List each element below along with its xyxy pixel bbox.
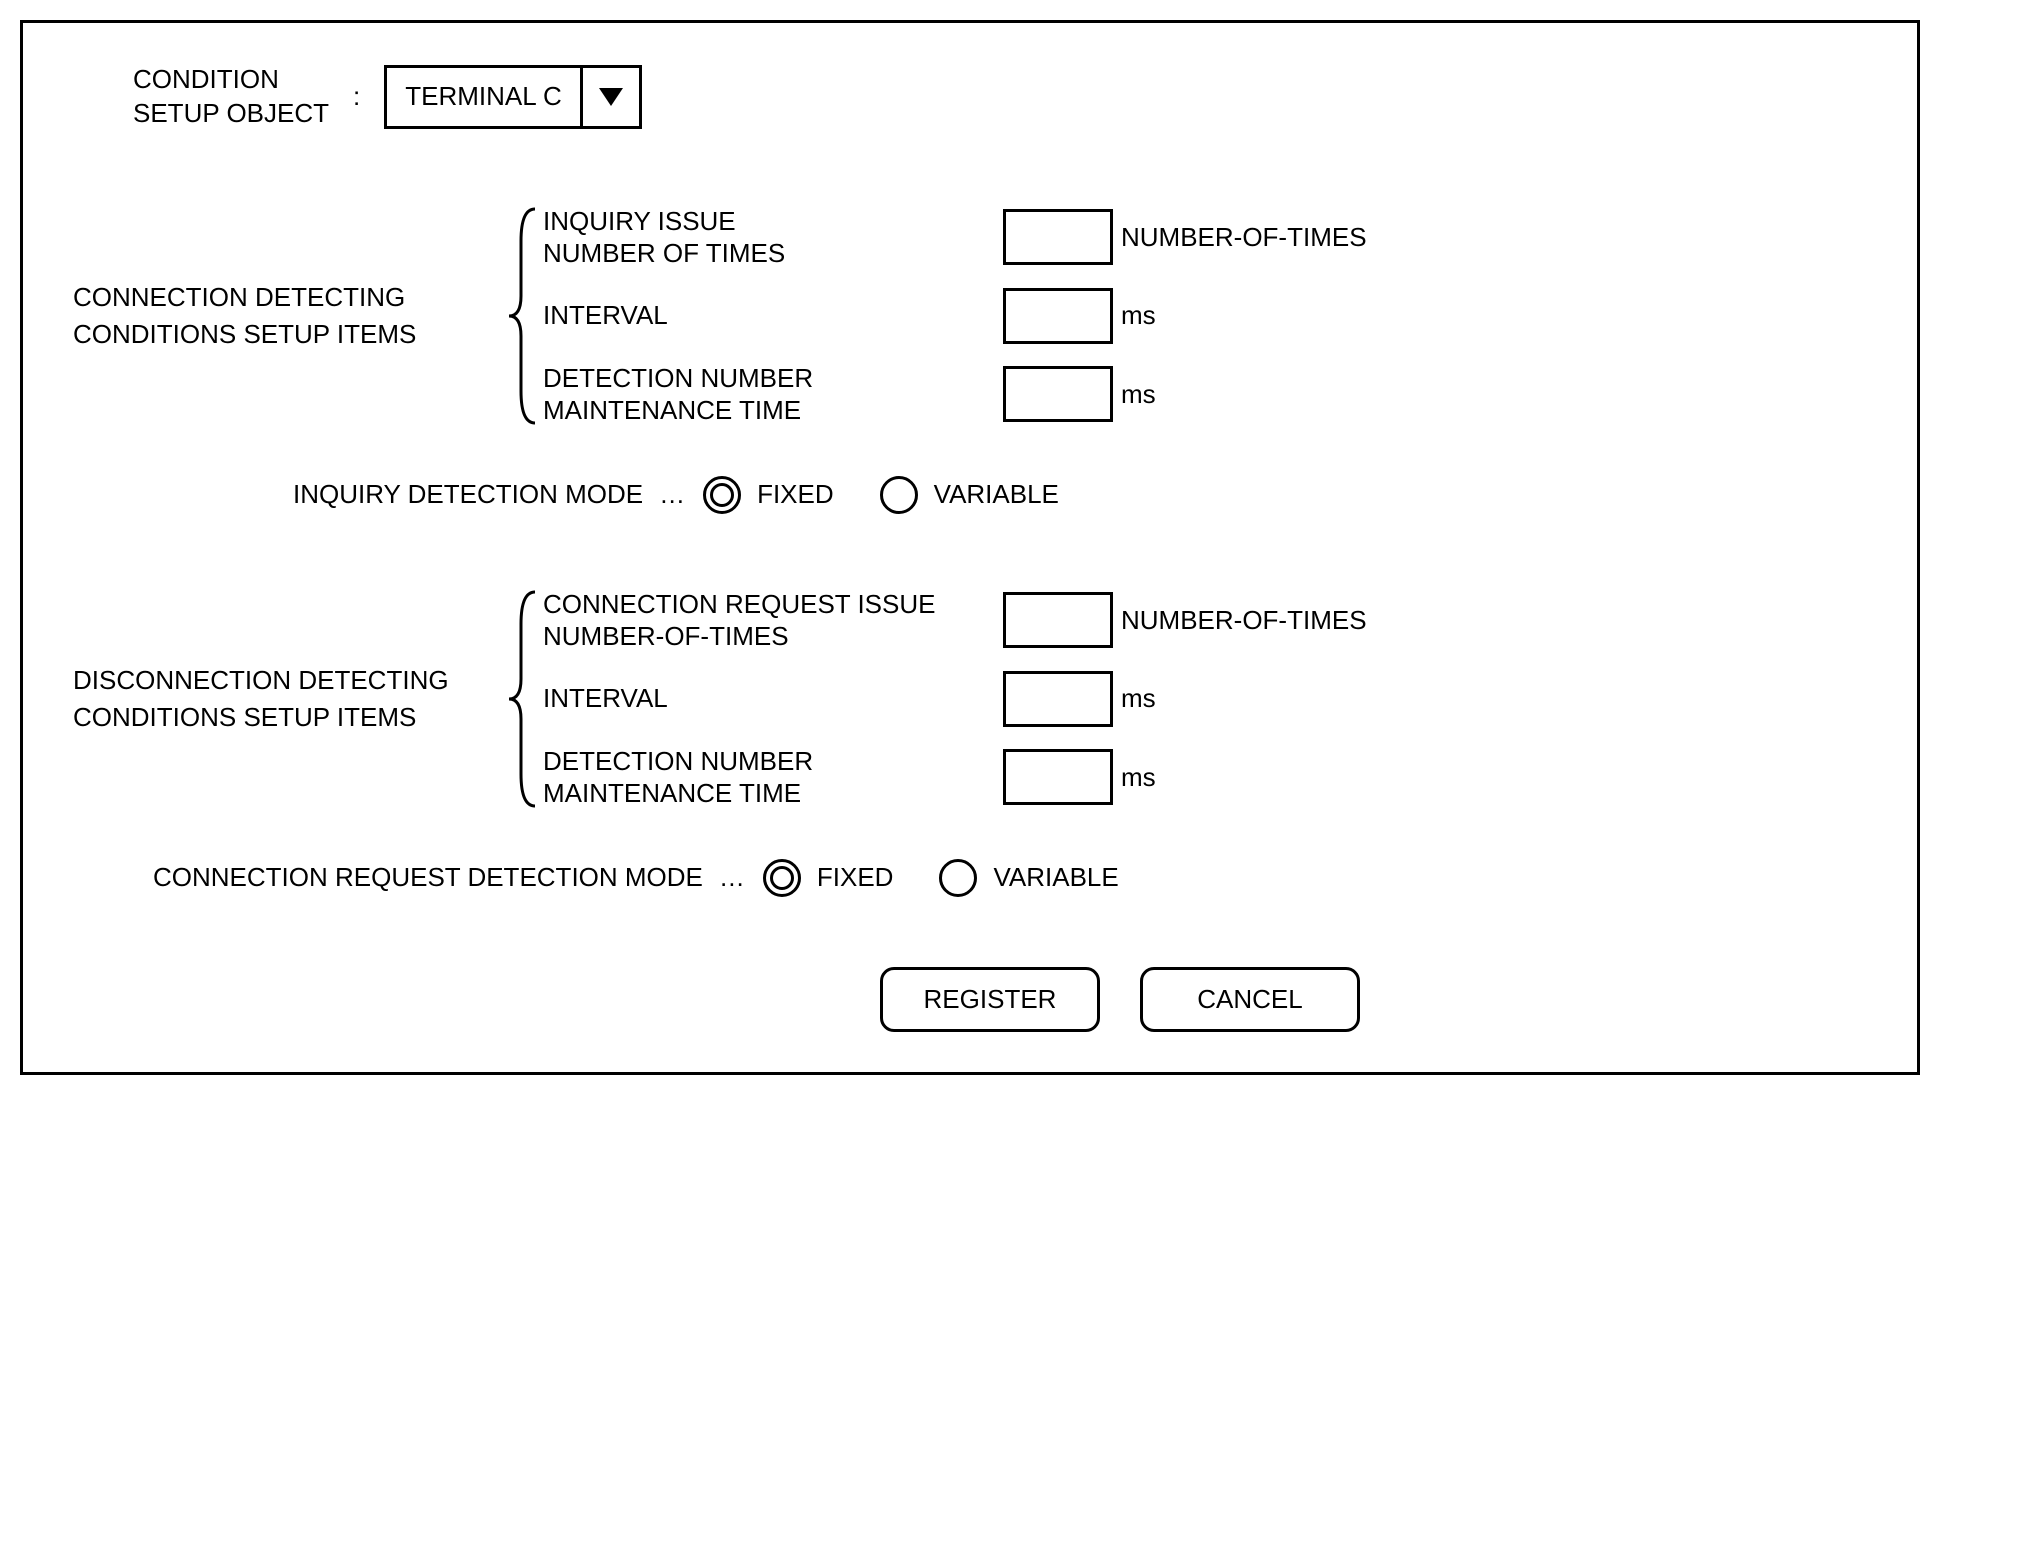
- unit-label: ms: [1121, 683, 1156, 714]
- inquiry-mode-label: INQUIRY DETECTION MODE: [293, 479, 643, 510]
- connection-items: INQUIRY ISSUE NUMBER OF TIMES NUMBER-OF-…: [543, 205, 1867, 427]
- disconnection-item-detection: DETECTION NUMBER MAINTENANCE TIME ms: [543, 745, 1867, 810]
- register-button[interactable]: REGISTER: [880, 967, 1100, 1032]
- request-mode-fixed-radio[interactable]: [763, 859, 801, 897]
- disconnection-section: DISCONNECTION DETECTING CONDITIONS SETUP…: [73, 584, 1867, 814]
- connection-section-label-line2: CONDITIONS SETUP ITEMS: [73, 319, 416, 349]
- unit-label: ms: [1121, 379, 1156, 410]
- disconnection-item-request-issue: CONNECTION REQUEST ISSUE NUMBER-OF-TIMES…: [543, 588, 1867, 653]
- condition-setup-dialog: CONDITION SETUP OBJECT : TERMINAL C CONN…: [20, 20, 1920, 1075]
- connection-section-label: CONNECTION DETECTING CONDITIONS SETUP IT…: [73, 279, 503, 352]
- disconnection-interval-input[interactable]: [1003, 671, 1113, 727]
- setup-object-label-line2: SETUP OBJECT: [133, 98, 329, 128]
- inquiry-mode-variable-radio[interactable]: [880, 476, 918, 514]
- disconnection-detection-input[interactable]: [1003, 749, 1113, 805]
- inquiry-detection-mode-row: INQUIRY DETECTION MODE … FIXED VARIABLE: [293, 476, 1867, 514]
- request-mode-variable-label: VARIABLE: [993, 862, 1118, 893]
- connection-section: CONNECTION DETECTING CONDITIONS SETUP IT…: [73, 201, 1867, 431]
- dots: …: [659, 479, 687, 510]
- connection-item-interval: INTERVAL ms: [543, 288, 1867, 344]
- unit-label: NUMBER-OF-TIMES: [1121, 605, 1367, 636]
- unit-label: NUMBER-OF-TIMES: [1121, 222, 1367, 253]
- connection-section-label-line1: CONNECTION DETECTING: [73, 282, 405, 312]
- setup-object-value: TERMINAL C: [387, 68, 583, 126]
- disconnection-section-label-line1: DISCONNECTION DETECTING: [73, 665, 449, 695]
- connection-item-inquiry-issue: INQUIRY ISSUE NUMBER OF TIMES NUMBER-OF-…: [543, 205, 1867, 270]
- inquiry-mode-fixed-label: FIXED: [757, 479, 834, 510]
- disconnection-items: CONNECTION REQUEST ISSUE NUMBER-OF-TIMES…: [543, 588, 1867, 810]
- cancel-button[interactable]: CANCEL: [1140, 967, 1360, 1032]
- connection-item-detection: DETECTION NUMBER MAINTENANCE TIME ms: [543, 362, 1867, 427]
- setup-object-dropdown[interactable]: TERMINAL C: [384, 65, 642, 129]
- unit-label: ms: [1121, 300, 1156, 331]
- disconnection-section-label-line2: CONDITIONS SETUP ITEMS: [73, 702, 416, 732]
- item-label: CONNECTION REQUEST ISSUE NUMBER-OF-TIMES: [543, 588, 1003, 653]
- brace-icon: [503, 584, 543, 814]
- connection-detection-input[interactable]: [1003, 366, 1113, 422]
- request-mode-variable-radio[interactable]: [939, 859, 977, 897]
- item-label: DETECTION NUMBER MAINTENANCE TIME: [543, 745, 1003, 810]
- request-detection-mode-row: CONNECTION REQUEST DETECTION MODE … FIXE…: [153, 859, 1867, 897]
- setup-object-label-line1: CONDITION: [133, 64, 279, 94]
- inquiry-issue-input[interactable]: [1003, 209, 1113, 265]
- item-label: INQUIRY ISSUE NUMBER OF TIMES: [543, 205, 1003, 270]
- item-label: DETECTION NUMBER MAINTENANCE TIME: [543, 362, 1003, 427]
- setup-object-row: CONDITION SETUP OBJECT : TERMINAL C: [133, 63, 1867, 131]
- disconnection-item-interval: INTERVAL ms: [543, 671, 1867, 727]
- connection-interval-input[interactable]: [1003, 288, 1113, 344]
- inquiry-mode-fixed-radio[interactable]: [703, 476, 741, 514]
- inquiry-mode-variable-label: VARIABLE: [934, 479, 1059, 510]
- request-mode-label: CONNECTION REQUEST DETECTION MODE: [153, 862, 703, 893]
- button-row: REGISTER CANCEL: [373, 967, 1867, 1032]
- disconnection-section-label: DISCONNECTION DETECTING CONDITIONS SETUP…: [73, 662, 503, 735]
- brace-icon: [503, 201, 543, 431]
- colon: :: [353, 81, 360, 112]
- item-label: INTERVAL: [543, 682, 1003, 715]
- request-mode-fixed-label: FIXED: [817, 862, 894, 893]
- dots: …: [719, 862, 747, 893]
- chevron-down-icon: [583, 68, 639, 126]
- setup-object-label: CONDITION SETUP OBJECT: [133, 63, 329, 131]
- request-issue-input[interactable]: [1003, 592, 1113, 648]
- item-label: INTERVAL: [543, 299, 1003, 332]
- unit-label: ms: [1121, 762, 1156, 793]
